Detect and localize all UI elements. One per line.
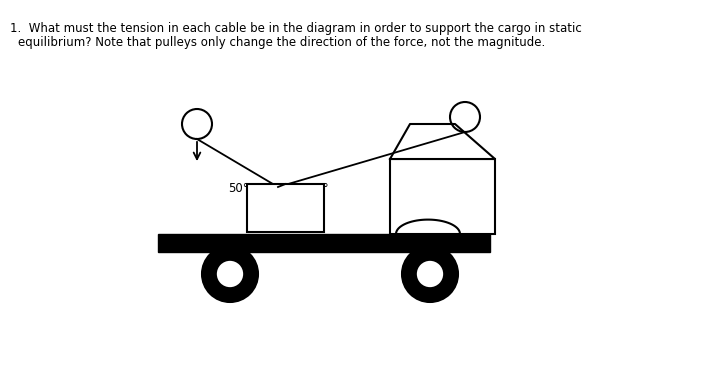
Circle shape <box>402 246 458 302</box>
FancyBboxPatch shape <box>158 234 490 252</box>
Circle shape <box>416 260 444 288</box>
Text: 1.  What must the tension in each cable be in the diagram in order to support th: 1. What must the tension in each cable b… <box>10 22 582 35</box>
Text: 30°: 30° <box>307 182 328 195</box>
FancyBboxPatch shape <box>247 184 324 232</box>
Polygon shape <box>390 124 495 159</box>
Text: equilibrium? Note that pulleys only change the direction of the force, not the m: equilibrium? Note that pulleys only chan… <box>18 36 545 49</box>
Text: 1000 N: 1000 N <box>264 201 307 214</box>
Circle shape <box>216 260 244 288</box>
Circle shape <box>202 246 258 302</box>
Text: 50°: 50° <box>228 182 248 195</box>
FancyBboxPatch shape <box>390 159 495 234</box>
